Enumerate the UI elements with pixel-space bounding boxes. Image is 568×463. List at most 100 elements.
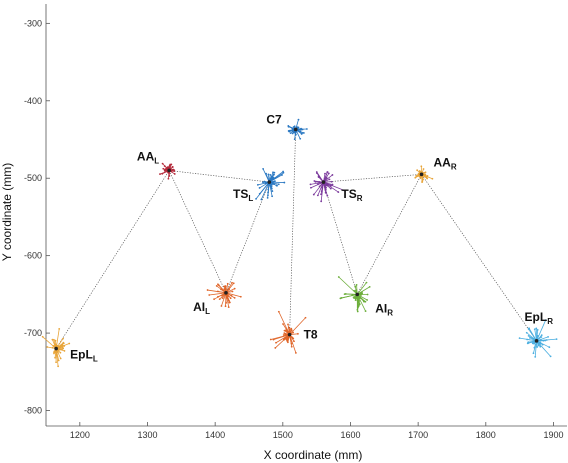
landmark-center [287,332,292,337]
vector-tip [41,335,44,338]
x-axis-label: X coordinate (mm) [264,448,363,462]
vector-tip [544,339,547,342]
vector-tip [294,352,297,354]
vector-tip [337,276,340,278]
vector-tip [287,125,290,128]
vector-tip [309,183,312,186]
vector-tip [544,319,547,322]
landmark-cluster-aa-l [159,162,176,180]
vector-tip [532,352,535,355]
vector-line [356,282,367,295]
vector-line [313,181,324,195]
vector-tip [529,336,531,339]
vector-tip [273,171,276,174]
vector-line [225,292,241,298]
vector-tip [289,330,292,332]
vector-tip [299,137,302,140]
landmark-center [321,180,326,184]
vector-tip [326,194,329,197]
vector-tip [299,130,302,133]
vector-tip [273,173,275,176]
vector-tip [223,288,226,291]
vector-tip [364,300,367,303]
vector-tip [272,171,274,174]
vector-tip [59,351,62,354]
landmark-cluster-t8 [269,310,307,354]
vector-tip [344,293,347,295]
y-axis-label: Y coordinate (mm) [0,163,14,261]
vector-tip [220,305,223,307]
vector-line [528,328,537,342]
vector-tip [531,342,534,345]
vector-tip [62,337,64,340]
vector-tip [56,344,58,347]
vector-tip [282,323,284,325]
vector-tip [287,323,289,326]
vector-tip [414,176,417,179]
x-tick-label: 1700 [408,430,428,440]
vector-tip [366,293,369,296]
vector-tip [356,310,359,313]
vector-tip [296,332,299,335]
vector-tip [270,185,273,188]
vector-tip [206,289,209,291]
vector-tip [368,285,371,288]
vector-tip [271,195,274,198]
x-tick-label: 1600 [340,430,360,440]
y-tick-label: -600 [24,251,42,261]
landmark-cluster-aa-r [414,165,434,184]
axes: 1200 1300 1400 1500 1600 1700 1800 1900 -300 -400… [24,4,567,440]
landmark-center [54,346,58,351]
vector-tip [233,296,236,299]
vector-tip [315,171,318,173]
vector-tip [281,174,283,176]
vector-tip [225,296,228,299]
x-tick-label: 1300 [137,430,157,440]
vector-tip [539,341,542,344]
vector-tip [419,177,422,180]
vector-line [221,292,227,307]
vector-tip [162,167,165,170]
vector-tip [324,172,326,175]
vector-line [270,334,290,340]
vector-tip [416,169,419,172]
x-tick-label: 1500 [273,430,293,440]
vector-tip [536,346,539,348]
landmark-cluster-c7 [287,118,308,141]
landmark-center [534,339,539,343]
vector-line [262,168,270,183]
vector-line [310,181,324,189]
y-tick-label: -700 [24,328,42,338]
connection-line [356,174,422,295]
vector-tip [331,174,334,176]
vector-tip [325,186,327,189]
vector-line [317,181,324,196]
vector-tip [293,131,296,134]
vector-tip [540,336,543,338]
vector-tip [324,189,327,191]
vector-tip [239,295,242,298]
landmark-center [293,127,298,132]
vector-tip [364,310,367,313]
vector-tip [163,169,166,172]
vector-tip [54,356,56,359]
vector-tip [68,342,71,345]
vector-tip [58,327,61,330]
vector-tip [527,328,530,330]
vector-tip [224,305,227,308]
vector-tip [270,175,273,178]
vector-tip [424,174,426,176]
vector-tip [220,288,222,291]
vector-tip [313,180,316,182]
vector-tip [159,173,161,175]
vector-tip [221,294,223,297]
landmark-cluster-ts-r [309,171,345,203]
vector-tip [354,289,357,292]
vector-tip [310,186,312,189]
vector-tip [542,339,545,342]
landmark-label: EpLR [525,310,554,326]
vector-tip [304,316,307,319]
vector-tip [548,346,551,349]
vector-line [323,174,333,183]
vector-line [268,182,273,197]
